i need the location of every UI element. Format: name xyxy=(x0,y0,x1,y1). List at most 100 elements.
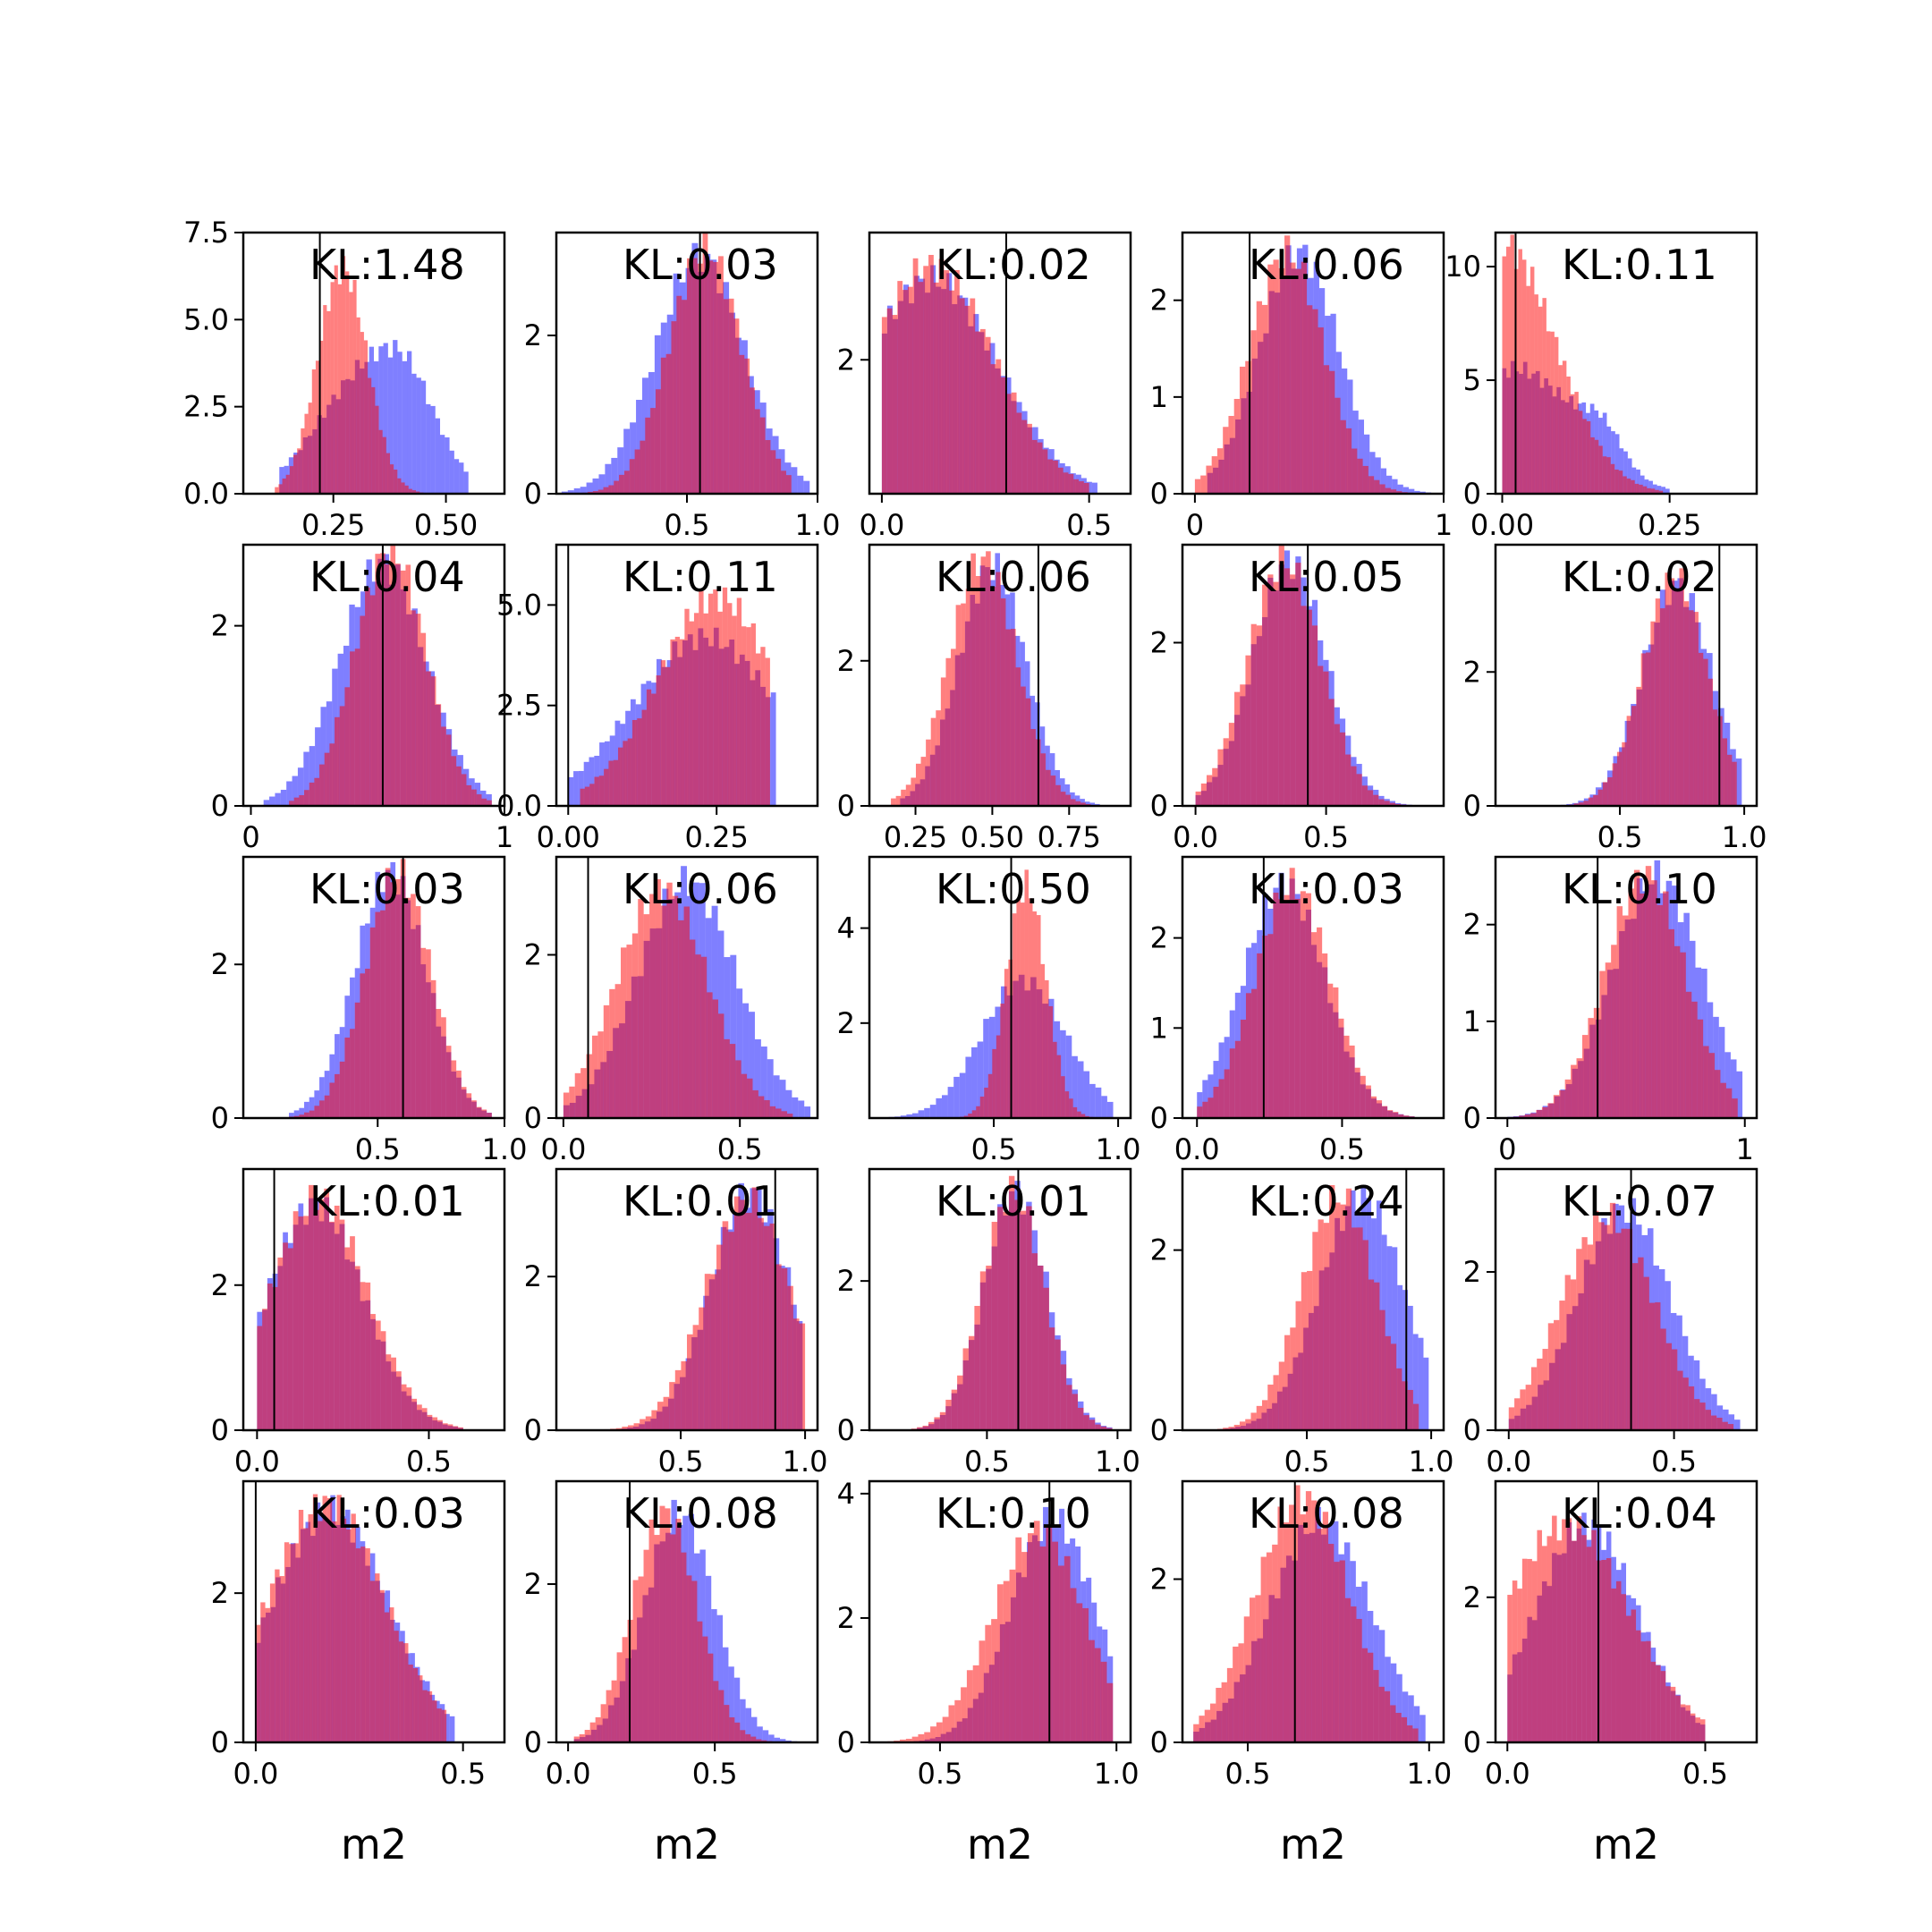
red-bar xyxy=(369,1580,376,1742)
red-bar xyxy=(781,470,786,494)
blue-bar xyxy=(292,775,298,806)
blue-bar xyxy=(589,757,595,806)
red-bar xyxy=(1552,1515,1557,1742)
y-tick-label: 2 xyxy=(211,609,229,643)
axes-frame xyxy=(1181,1479,1445,1744)
red-bar xyxy=(1329,1184,1335,1430)
red-bar xyxy=(1071,799,1076,806)
y-tick-label: 2 xyxy=(1463,1580,1481,1614)
red-bar xyxy=(1402,1381,1408,1430)
red-bar xyxy=(1602,456,1607,494)
red-bar xyxy=(902,290,908,494)
blue-bar xyxy=(1736,1071,1743,1118)
red-bar xyxy=(398,1641,404,1742)
red-bar xyxy=(1312,1232,1318,1430)
blue-bar xyxy=(1091,482,1097,494)
red-bar xyxy=(1412,1728,1419,1742)
red-bar xyxy=(1039,1546,1046,1742)
blue-bar xyxy=(751,1716,758,1742)
red-bar xyxy=(641,709,647,806)
red-bar xyxy=(1351,766,1357,806)
blue-bar xyxy=(463,471,469,494)
blue-bar xyxy=(449,1716,455,1742)
red-bar xyxy=(1554,1319,1560,1430)
y-tick-label: 2 xyxy=(1463,655,1481,689)
red-bar xyxy=(349,292,353,494)
red-bar xyxy=(917,1427,923,1430)
red-bar xyxy=(954,270,960,494)
y-tick-label: 5.0 xyxy=(496,588,542,622)
red-bar xyxy=(645,1416,652,1430)
red-bar xyxy=(785,475,792,494)
x-tick-label: 1.0 xyxy=(1409,1445,1454,1479)
red-bar xyxy=(1278,267,1285,494)
red-bar xyxy=(1505,246,1511,494)
red-bar xyxy=(1262,936,1268,1118)
red-bar xyxy=(1387,1110,1394,1118)
red-bar xyxy=(689,939,696,1118)
red-bar xyxy=(1284,568,1291,806)
blue-bar xyxy=(736,988,743,1118)
red-bar xyxy=(1398,1114,1404,1118)
red-bar xyxy=(1531,1561,1538,1742)
red-bar xyxy=(339,706,345,806)
red-bar xyxy=(299,795,305,806)
red-bar xyxy=(1072,1394,1079,1430)
red-bar xyxy=(1289,1504,1295,1742)
red-bar xyxy=(309,782,315,806)
blue-bar xyxy=(959,1072,966,1118)
red-bar xyxy=(1668,928,1674,1118)
blue-bar xyxy=(586,482,593,494)
red-bar xyxy=(405,564,411,806)
red-bar xyxy=(1578,411,1583,494)
red-bar xyxy=(350,1029,355,1118)
red-bar xyxy=(959,298,965,494)
red-bar xyxy=(1615,1233,1622,1430)
blue-bar xyxy=(1661,487,1665,494)
red-bar xyxy=(1517,1589,1522,1742)
red-bar xyxy=(911,1736,919,1742)
red-bar xyxy=(1206,465,1212,494)
blue-bar xyxy=(918,1110,925,1118)
red-bar xyxy=(324,1188,330,1430)
red-bar xyxy=(339,1219,345,1430)
red-bar xyxy=(974,1306,980,1430)
y-tick-label: 0 xyxy=(1463,1725,1481,1759)
red-bar xyxy=(1636,686,1641,806)
red-bar xyxy=(992,1048,996,1118)
red-bar xyxy=(1389,802,1395,806)
blue-bar xyxy=(1648,480,1653,494)
red-bar xyxy=(712,999,719,1118)
red-bar xyxy=(708,1653,714,1742)
red-bar xyxy=(1626,1615,1631,1742)
red-bar xyxy=(740,1730,746,1742)
red-bar xyxy=(1650,1661,1657,1742)
blue-bar xyxy=(303,751,309,806)
red-bar xyxy=(765,657,770,806)
red-bar xyxy=(769,1223,776,1430)
red-bar xyxy=(1633,869,1640,1118)
red-bar xyxy=(1273,259,1279,494)
red-bar xyxy=(1351,1606,1357,1742)
red-bar xyxy=(476,1106,482,1118)
blue-bar xyxy=(1734,1419,1741,1430)
red-bar xyxy=(1020,902,1025,1118)
x-tick-label: 0.5 xyxy=(1066,508,1112,542)
red-bar xyxy=(1256,1405,1262,1430)
blue-bar xyxy=(1378,1630,1385,1742)
red-bar xyxy=(403,1643,409,1742)
red-bar xyxy=(1645,866,1652,1118)
red-bar xyxy=(758,1217,764,1430)
axes-frame xyxy=(1494,543,1758,808)
red-bar xyxy=(324,752,330,806)
red-bar xyxy=(611,1680,617,1742)
red-bar xyxy=(1094,1648,1101,1742)
red-histogram xyxy=(582,233,792,494)
red-bar xyxy=(573,1736,580,1742)
red-bar xyxy=(586,1054,592,1118)
red-bar xyxy=(1556,1540,1563,1742)
red-bar xyxy=(481,1109,487,1118)
red-bar xyxy=(961,1687,967,1742)
red-bar xyxy=(332,1521,337,1742)
blue-bar xyxy=(1412,1334,1419,1430)
